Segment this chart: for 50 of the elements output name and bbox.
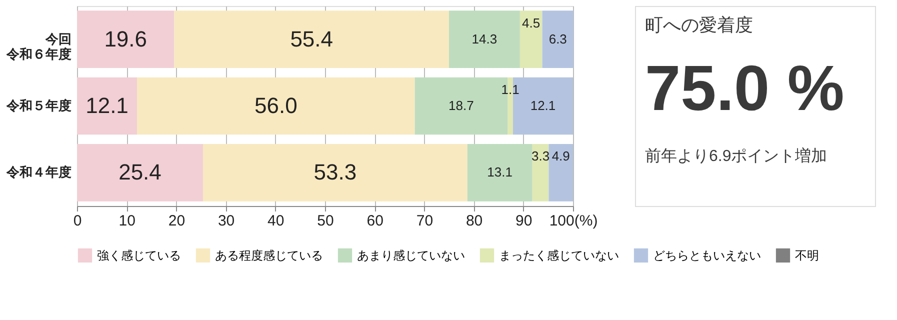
text: 前年より6.9ポイント増加 [645, 147, 828, 165]
legend-label: どちらともいえない [653, 248, 761, 262]
x-tick-label: 0 [73, 212, 82, 230]
bar [137, 77, 415, 135]
legend-label: ある程度感じている [215, 248, 323, 262]
legend-label: あまり感じていない [357, 248, 465, 262]
y-tick-label: 今回令和６年度 [6, 31, 72, 62]
data-label: 25.4 [118, 160, 162, 185]
bar [548, 144, 573, 202]
x-tick-label: 70 [416, 212, 434, 230]
x-tick-label: 90 [516, 212, 532, 230]
legend-label: 不明 [795, 248, 819, 262]
x-tick-label: 10 [118, 212, 136, 230]
x-tick-label: 100(%) [549, 212, 598, 230]
data-label: 4.5 [522, 15, 540, 30]
data-label: 1.1 [501, 82, 520, 97]
x-tick-label: 60 [366, 212, 384, 230]
legend-label: 強く感じている [97, 248, 181, 262]
x-tick-label: 50 [317, 212, 334, 230]
x-tick-label: 20 [168, 212, 186, 230]
data-label: 19.6 [104, 26, 148, 52]
data-label: 13.1 [487, 164, 512, 180]
bar [202, 144, 468, 202]
x-tick-label: 30 [218, 212, 235, 230]
y-tick-label: 令和４年度 [6, 164, 72, 180]
data-label: 53.3 [314, 160, 357, 185]
bar [532, 144, 549, 202]
bar [467, 144, 532, 202]
data-label: 12.1 [530, 98, 556, 113]
x-tick-label: 80 [466, 212, 483, 230]
data-label: 14.3 [472, 31, 498, 46]
data-label: 18.7 [448, 98, 474, 113]
bar [77, 77, 138, 135]
data-label: 3.3 [531, 148, 550, 164]
text: 75.0 % [645, 52, 844, 124]
x-tick-label: 40 [268, 212, 284, 230]
bar [77, 144, 203, 202]
text: 町への愛着度 [645, 15, 753, 35]
bar [174, 10, 449, 68]
bar [449, 10, 520, 68]
data-label: 56.0 [254, 93, 298, 118]
bar [542, 10, 574, 68]
data-label: 55.4 [290, 26, 334, 52]
legend-label: まったく感じていない [499, 248, 619, 262]
bar [520, 10, 542, 68]
data-label: 12.1 [86, 93, 128, 118]
data-label: 4.9 [552, 148, 570, 164]
data-label: 6.3 [548, 31, 567, 46]
bar [77, 10, 174, 68]
y-tick-label: 令和５年度 [6, 98, 72, 113]
